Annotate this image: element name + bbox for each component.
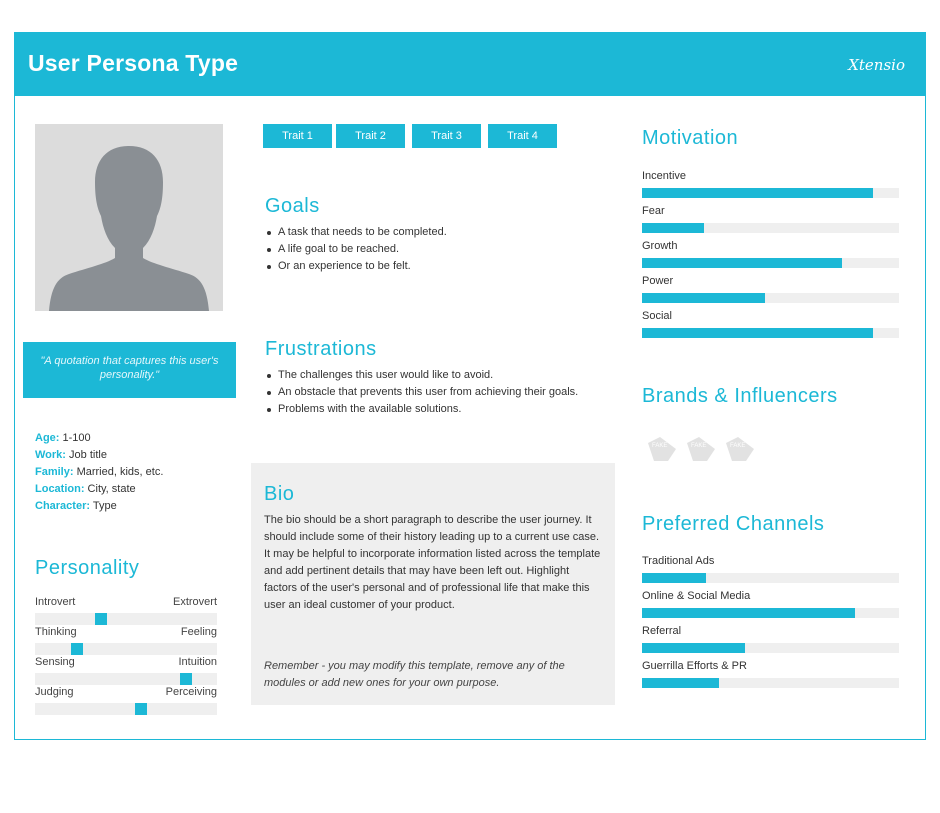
scale-right-label: Intuition [178,656,217,668]
scale-marker [180,673,192,685]
meter-label: Incentive [642,170,687,182]
brands-heading: Brands & Influencers [642,385,838,407]
persona-card: User Persona Type Xtensio "A quotation t… [14,32,926,740]
meter-fill [642,223,704,233]
scale-marker [135,703,147,715]
list-item: A life goal to be reached. [265,241,447,258]
list-item: The challenges this user would like to a… [265,367,578,384]
meter-fill [642,573,707,583]
list-item: Problems with the available solutions. [265,401,578,418]
brand-logo: Xtensio [848,56,905,74]
scale-track [35,643,217,655]
meter-label: Online & Social Media [642,590,751,602]
list-item: A task that needs to be completed. [265,224,447,241]
meter-track [642,223,899,233]
list-item: Or an experience to be felt. [265,258,447,275]
scale-track [35,673,217,685]
meter-label: Social [642,310,672,322]
scale-right-label: Feeling [180,626,217,638]
brand-logo-icon: FAKE [687,437,715,461]
meter-track [642,258,899,268]
meter-label: Referral [642,625,682,637]
meter-track [642,328,899,338]
trait-tag: Trait 1 [263,124,332,148]
meter-fill [642,188,874,198]
frustrations-heading: Frustrations [265,338,377,360]
meter-label: Growth [642,240,678,252]
fact-family: Family: Married, kids, etc. [35,466,164,478]
fact-work: Work: Job title [35,449,107,461]
scale-left-label: Introvert [35,596,76,608]
avatar [35,124,223,311]
meter-track [642,188,899,198]
meter-fill [642,293,766,303]
list-item: An obstacle that prevents this user from… [265,384,578,401]
persona-facts: Age: 1-100 Work: Job title Family: Marri… [35,430,163,515]
meter-fill [642,608,856,618]
scale-track [35,613,217,625]
scale-marker [71,643,83,655]
personality-heading: Personality [35,557,140,579]
svg-text:FAKE: FAKE [730,443,745,449]
fact-character: Character: Type [35,500,117,512]
meter-label: Traditional Ads [642,555,715,567]
persona-quote: "A quotation that captures this user's p… [23,342,236,398]
frustrations-list: The challenges this user would like to a… [265,367,578,418]
scale-left-label: Thinking [35,626,77,638]
fact-age: Age: 1-100 [35,432,91,444]
trait-tag: Trait 2 [336,124,405,148]
meter-label: Power [642,275,674,287]
bio-panel: Bio The bio should be a short paragraph … [251,463,615,705]
channels-heading: Preferred Channels [642,513,825,535]
scale-track [35,703,217,715]
user-silhouette-icon [49,146,209,311]
svg-text:FAKE: FAKE [652,443,667,449]
goals-list: A task that needs to be completed. A lif… [265,224,447,275]
meter-label: Guerrilla Efforts & PR [642,660,747,672]
bio-heading: Bio [264,483,295,505]
svg-text:FAKE: FAKE [691,443,706,449]
meter-fill [642,678,720,688]
goals-heading: Goals [265,195,320,217]
scale-marker [95,613,107,625]
scale-left-label: Judging [35,686,74,698]
trait-tag: Trait 4 [488,124,557,148]
brand-logo-icon: FAKE [648,437,676,461]
brand-logo-icon: FAKE [726,437,754,461]
meter-label: Fear [642,205,665,217]
scale-left-label: Sensing [35,656,75,668]
trait-tag: Trait 3 [412,124,481,148]
meter-fill [642,258,843,268]
scale-right-label: Perceiving [165,686,217,698]
meter-track [642,573,899,583]
scale-right-label: Extrovert [172,596,217,608]
motivation-heading: Motivation [642,127,739,149]
meter-track [642,678,899,688]
bio-reminder: Remember - you may modify this template,… [264,660,565,689]
meter-track [642,643,899,653]
header-bar: User Persona Type Xtensio [15,33,925,96]
meter-track [642,293,899,303]
bio-text: The bio should be a short paragraph to d… [264,514,601,611]
fact-location: Location: City, state [35,483,136,495]
meter-fill [642,328,874,338]
meter-fill [642,643,745,653]
page-title: User Persona Type [28,50,239,76]
meter-track [642,608,899,618]
